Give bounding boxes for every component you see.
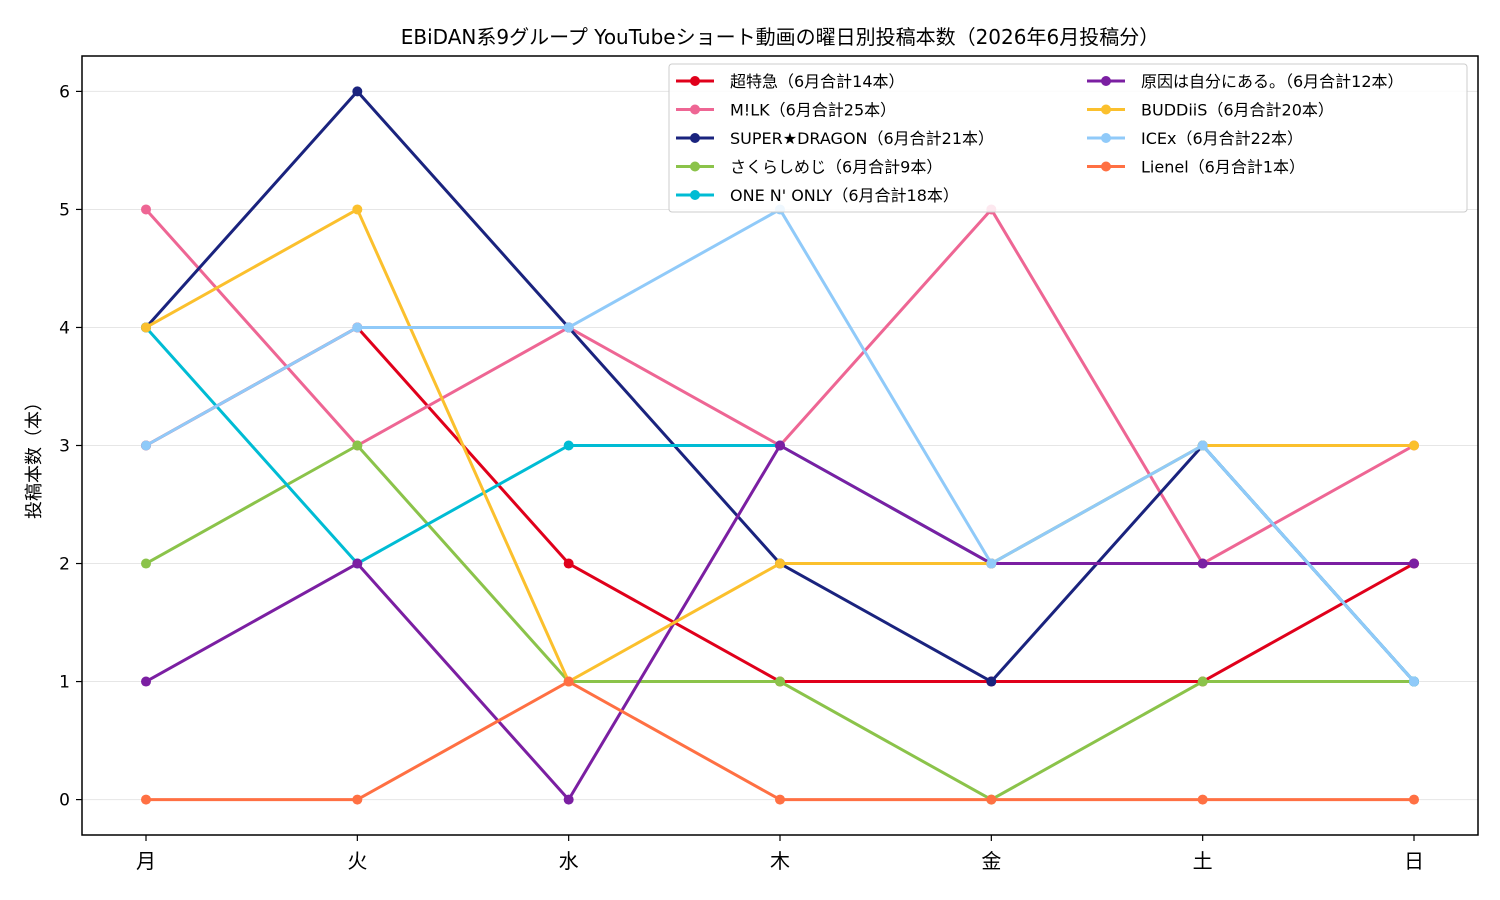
legend-label: BUDDiiS（6月合計20本）: [1141, 101, 1334, 120]
series-line: [144, 207, 1415, 566]
series-line: [146, 680, 1414, 802]
x-tick-label: 日: [1404, 849, 1424, 873]
data-point: [1197, 558, 1208, 569]
x-tick-label: 火: [347, 849, 367, 873]
data-point: [352, 86, 363, 97]
data-point: [986, 794, 997, 805]
data-point: [352, 794, 363, 805]
y-axis: 0 1 2 3 4 5 6: [59, 82, 82, 811]
series-6: [141, 440, 1419, 805]
series-line: [145, 325, 1415, 684]
legend-entry: M!LK（6月合計25本）: [676, 101, 896, 120]
data-point: [141, 322, 151, 333]
series-1: [141, 322, 1419, 687]
y-tick-label: 3: [59, 437, 70, 457]
legend-label: M!LK（6月合計25本）: [730, 101, 896, 120]
legend-marker: [690, 76, 700, 86]
legend-marker: [1101, 161, 1111, 172]
legend-frame: [668, 63, 1468, 213]
legend-marker: [1101, 76, 1111, 86]
data-point: [352, 440, 363, 451]
legend-label: 超特急（6月合計14本）: [730, 72, 905, 91]
data-point: [775, 676, 785, 687]
series-2: [141, 204, 1419, 569]
series-9: [141, 676, 1419, 805]
x-tick-label: 月: [136, 849, 156, 873]
data-point: [1197, 440, 1208, 451]
data-point: [563, 440, 574, 451]
data-point: [1409, 794, 1419, 805]
data-point: [1197, 794, 1208, 805]
series-line: [145, 444, 1414, 802]
data-point: [986, 676, 997, 687]
x-tick-label: 金: [981, 849, 1001, 873]
data-point: [563, 322, 574, 333]
legend-entry: 原因は自分にある。（6月合計12本）: [1087, 72, 1404, 91]
y-tick-label: 1: [59, 673, 70, 693]
legend-label: Lienel（6月合計1本）: [1141, 158, 1305, 177]
y-axis-label: 投稿本数（本）: [24, 393, 45, 519]
data-point: [352, 204, 363, 215]
x-tick-label: 木: [770, 849, 790, 873]
series-line: [145, 444, 1414, 802]
data-point: [1409, 558, 1419, 569]
data-point: [141, 204, 151, 215]
legend-marker: [1101, 104, 1111, 115]
data-point: [141, 440, 151, 451]
series-5: [141, 322, 1419, 687]
data-point: [141, 676, 151, 687]
data-point: [775, 794, 785, 805]
legend: 超特急（6月合計14本） M!LK（6月合計25本） SUPER★DRAGON（6月…: [668, 63, 1468, 213]
legend-marker: [1101, 133, 1111, 143]
data-point: [352, 322, 363, 333]
y-tick-label: 5: [59, 200, 70, 220]
data-point: [775, 558, 785, 569]
series-line: [144, 326, 1416, 683]
legend-entry: ONE N' ONLY（6月合計18本）: [676, 186, 959, 205]
legend-entry: さくらしめじ（6月合計9本）: [676, 158, 942, 177]
legend-entry: Lienel（6月合計1本）: [1087, 158, 1305, 177]
data-point: [563, 676, 574, 687]
series-4: [141, 440, 1419, 805]
legend-entry: ICEx（6月合計22本）: [1087, 129, 1303, 148]
legend-label: SUPER★DRAGON（6月合計21本）: [730, 129, 994, 148]
data-point: [1409, 676, 1419, 687]
series-layer: [141, 86, 1419, 805]
data-point: [1409, 440, 1419, 451]
y-tick-label: 0: [59, 791, 70, 811]
x-tick-label: 水: [559, 849, 579, 873]
data-point: [775, 440, 785, 451]
y-tick-label: 4: [59, 318, 70, 338]
data-point: [352, 558, 363, 569]
data-point: [141, 558, 151, 569]
data-point: [563, 558, 574, 569]
chart-title: EBiDAN系9グループ YouTubeショート動画の曜日別投稿本数（2026年…: [401, 25, 1159, 49]
legend-marker: [690, 161, 700, 172]
data-point: [563, 794, 574, 805]
y-tick-label: 6: [59, 82, 70, 102]
legend-label: さくらしめじ（6月合計9本）: [730, 158, 942, 177]
data-point: [986, 558, 997, 569]
legend-label: ONE N' ONLY（6月合計18本）: [730, 186, 959, 205]
x-axis: 月火水木金土日: [136, 835, 1424, 873]
data-point: [1197, 676, 1208, 687]
legend-entry: SUPER★DRAGON（6月合計21本）: [676, 129, 994, 148]
legend-label: 原因は自分にある。（6月合計12本）: [1141, 72, 1404, 91]
legend-marker: [690, 133, 700, 143]
x-tick-label: 土: [1193, 849, 1213, 873]
legend-marker: [690, 104, 700, 115]
data-point: [141, 794, 151, 805]
legend-entry: 超特急（6月合計14本）: [676, 72, 905, 91]
legend-label: ICEx（6月合計22本）: [1141, 129, 1303, 148]
y-tick-label: 2: [59, 555, 70, 575]
legend-marker: [690, 190, 700, 200]
legend-entry: BUDDiiS（6月合計20本）: [1087, 101, 1334, 120]
